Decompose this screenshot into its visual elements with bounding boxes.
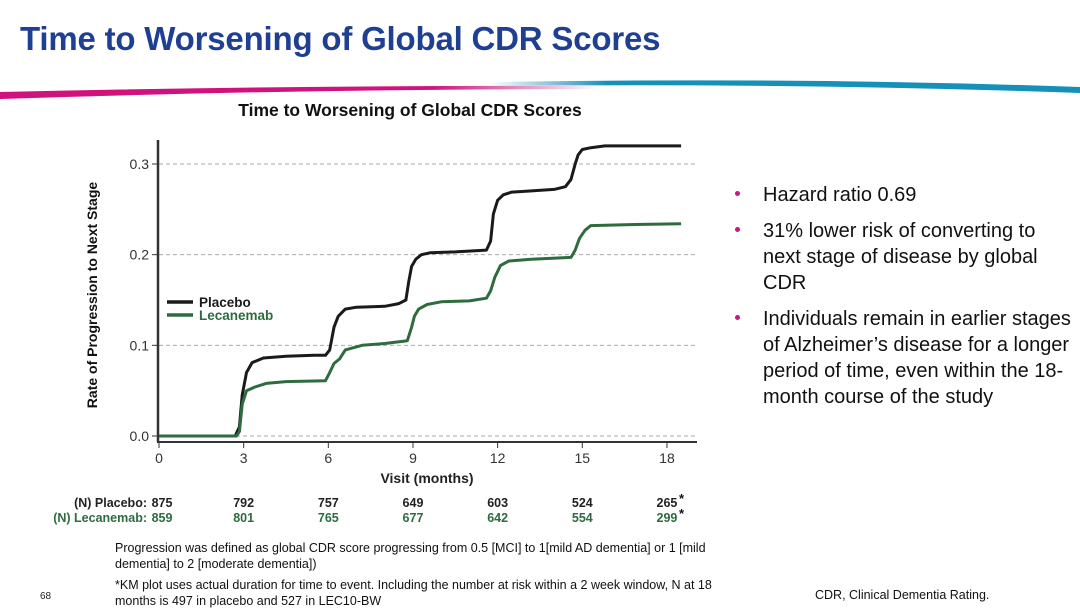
x-tick-label: 0 <box>155 450 163 466</box>
bullet-dot-icon <box>735 191 740 196</box>
risk-row-label: (N) Placebo: <box>74 496 147 510</box>
km-footnote: *KM plot uses actual duration for time t… <box>115 578 712 608</box>
x-tick-label: 15 <box>575 450 591 466</box>
risk-value: 875 <box>151 496 173 510</box>
x-tick-label: 9 <box>409 450 417 466</box>
abbreviation-note: CDR, Clinical Dementia Rating. <box>815 588 990 602</box>
bullet-dot-icon <box>735 227 740 232</box>
y-axis-label: Rate of Progression to Next Stage <box>84 181 100 409</box>
x-tick-label: 6 <box>324 450 332 466</box>
bullet-risk-reduction: 31% lower risk of converting to next sta… <box>735 218 1075 296</box>
risk-value: 757 <box>317 496 339 510</box>
y-tick-label: 0.2 <box>130 247 150 263</box>
decorative-swoosh <box>0 80 1080 99</box>
risk-value: 859 <box>151 511 173 525</box>
risk-value: 649 <box>402 496 424 510</box>
progression-definition: Progression was defined as global CDR sc… <box>115 541 706 571</box>
risk-value: 299 <box>656 511 678 525</box>
x-tick-label: 18 <box>659 450 675 466</box>
series-line-placebo <box>159 144 682 438</box>
risk-value: 603 <box>487 496 509 510</box>
bullet-dot-icon <box>735 315 740 320</box>
legend-label-placebo: Placebo <box>199 295 251 310</box>
risk-value: 765 <box>317 511 339 525</box>
swoosh-pink <box>0 85 600 99</box>
asterisk-marker: * <box>678 506 685 521</box>
risk-row-label: (N) Lecanemab: <box>53 511 147 525</box>
y-tick-label: 0.1 <box>130 337 150 353</box>
bullet-earlier-stages: Individuals remain in earlier stages of … <box>735 306 1075 410</box>
y-tick-label: 0.0 <box>130 428 150 444</box>
key-findings-list: Hazard ratio 0.69 31% lower risk of conv… <box>735 182 1075 420</box>
x-tick-label: 3 <box>240 450 248 466</box>
asterisk-marker: * <box>678 491 685 506</box>
swoosh-blue <box>490 80 1080 93</box>
risk-value: 554 <box>571 511 593 525</box>
bullet-hazard-ratio: Hazard ratio 0.69 <box>735 182 1075 208</box>
risk-value: 642 <box>487 511 509 525</box>
x-tick-label: 12 <box>490 450 506 466</box>
slide-title: Time to Worsening of Global CDR Scores <box>20 20 661 57</box>
y-tick-label: 0.3 <box>130 156 150 172</box>
page-number: 68 <box>40 591 52 602</box>
series-line-lecanemab <box>159 222 682 438</box>
risk-value: 677 <box>402 511 424 525</box>
chart-title: Time to Worsening of Global CDR Scores <box>238 100 582 120</box>
risk-value: 265 <box>656 496 678 510</box>
risk-value: 524 <box>571 496 593 510</box>
risk-value: 801 <box>233 511 255 525</box>
risk-value: 792 <box>233 496 255 510</box>
x-axis-label: Visit (months) <box>380 470 474 486</box>
legend-label-lecanemab: Lecanemab <box>199 308 273 323</box>
